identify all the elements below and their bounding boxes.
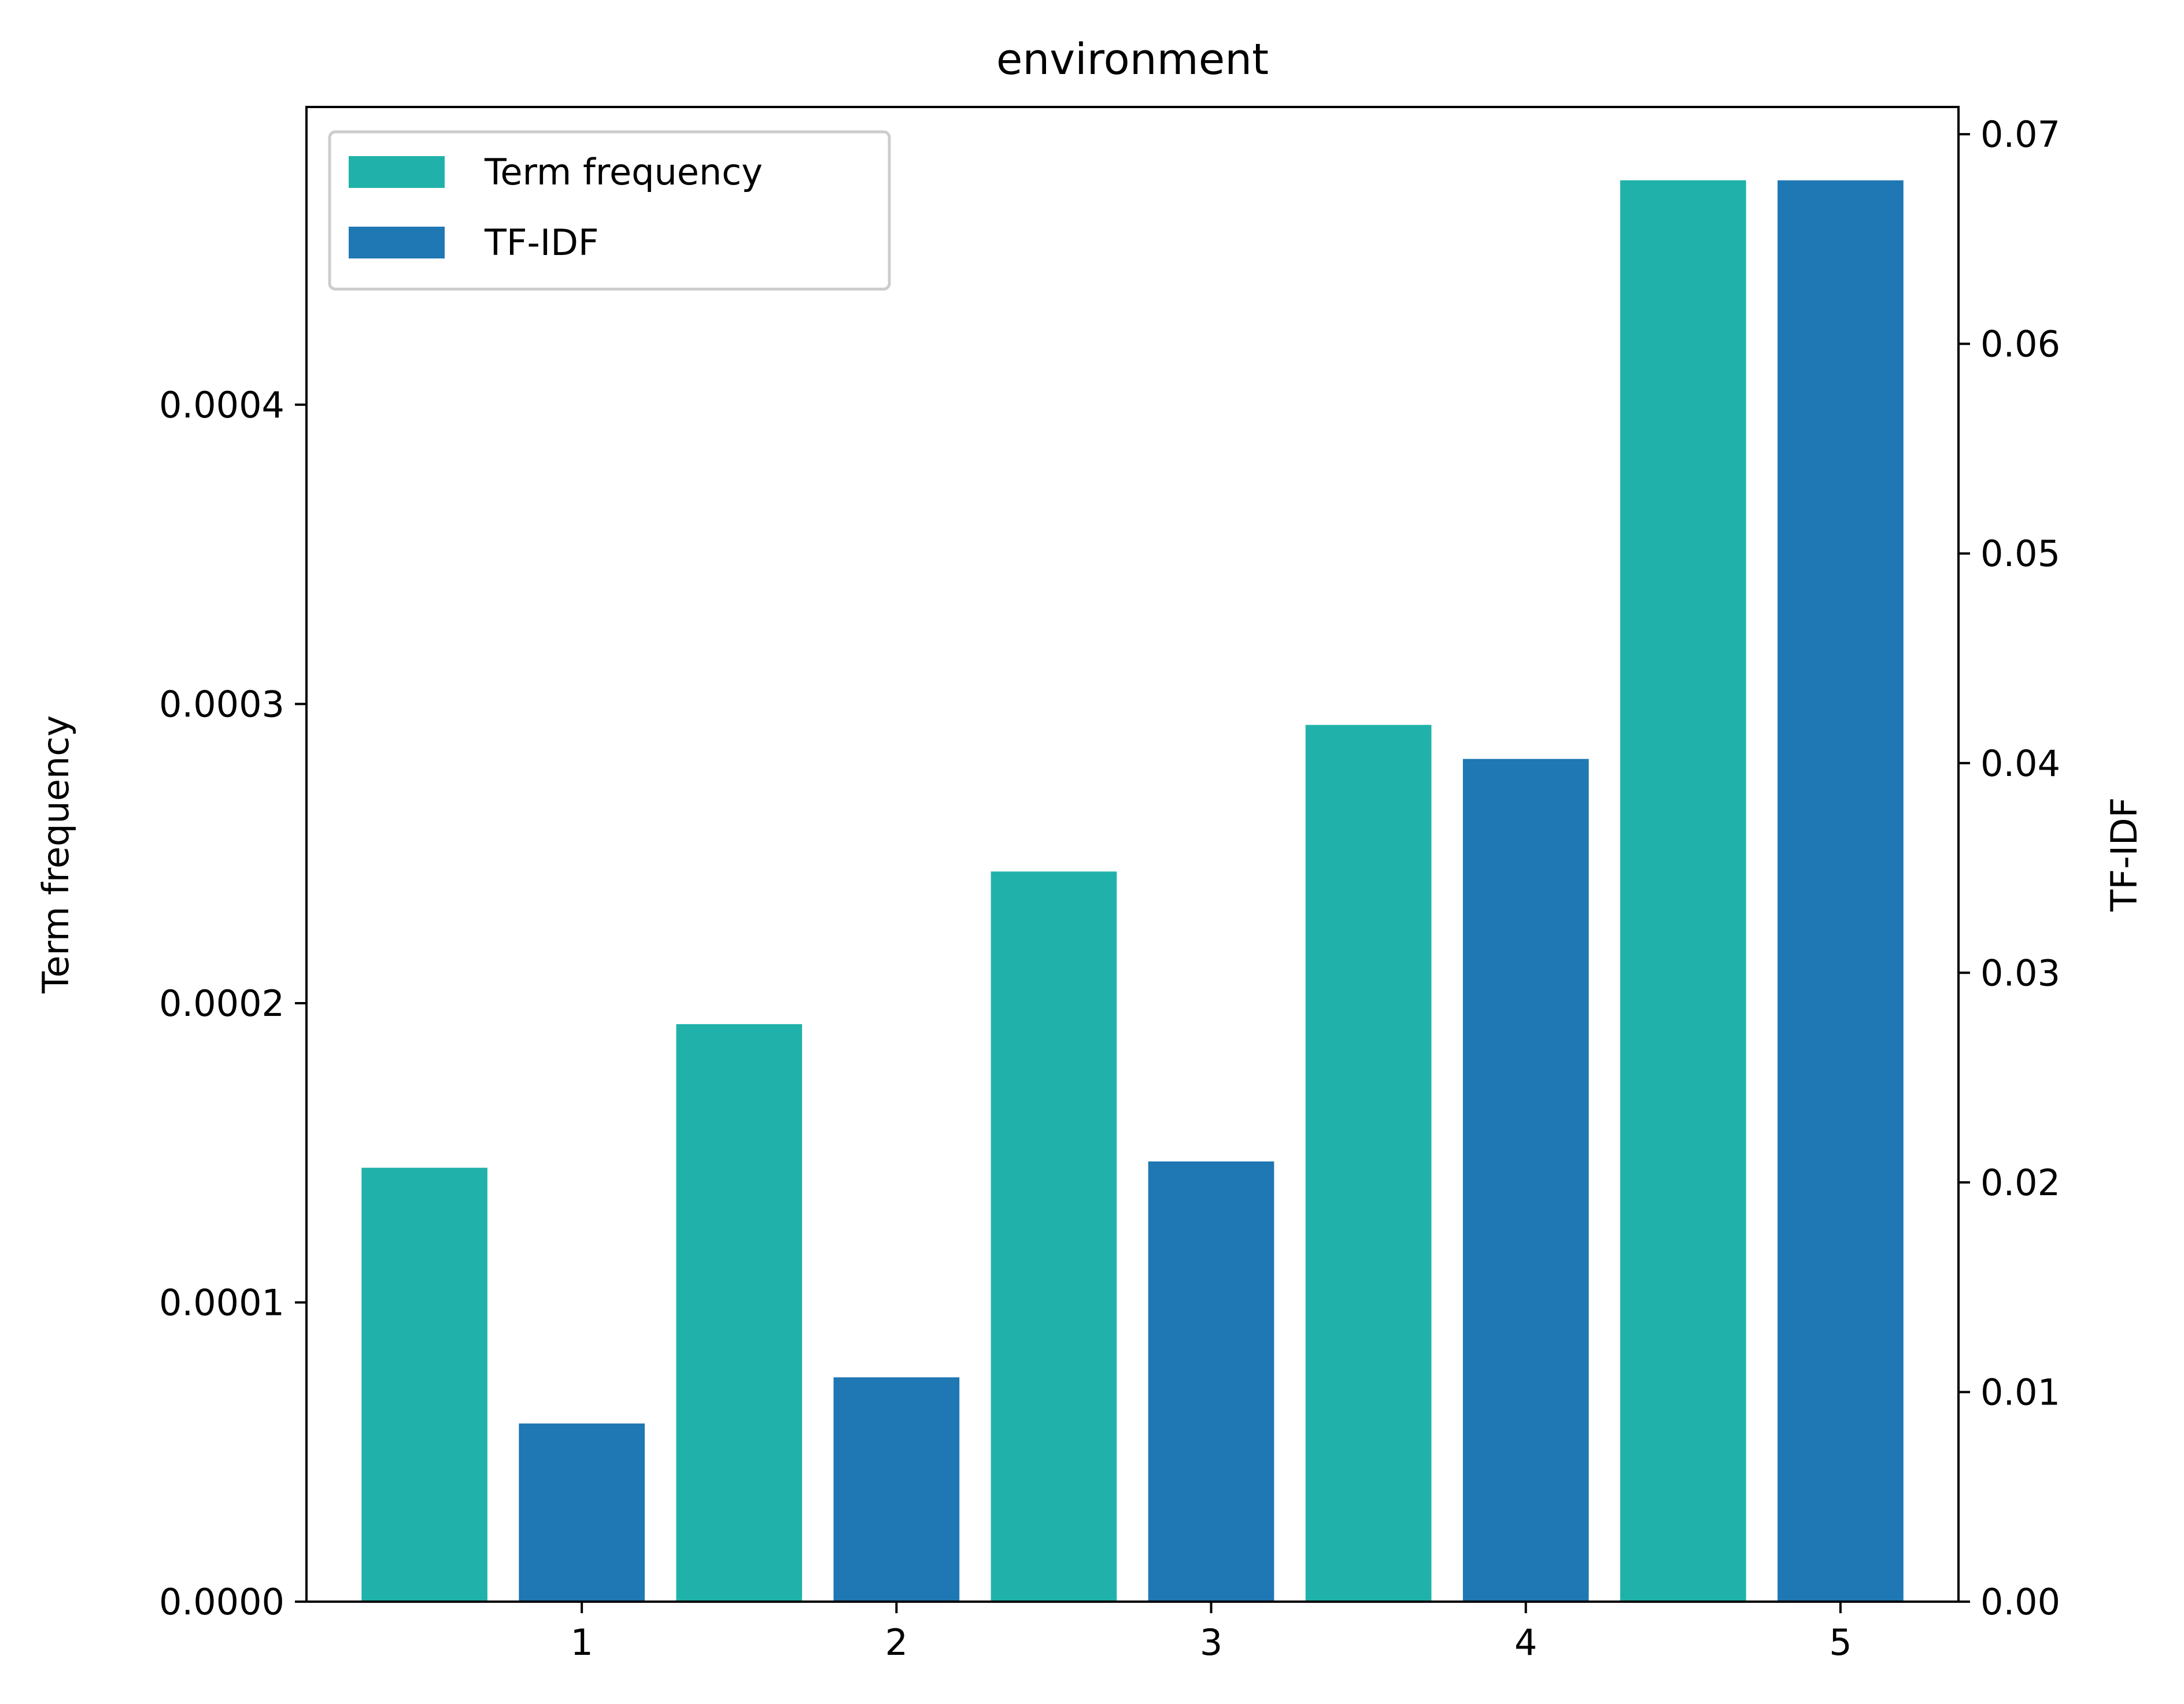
left-y-tick-label: 0.0001 [159,1281,284,1324]
plot-frame [305,106,1960,1603]
right-y-tick-label: 0.04 [1980,742,2060,785]
right-y-tick-label: 0.05 [1980,533,2060,575]
bar-term-frequency-2 [676,1024,803,1602]
x-tick-label-3: 3 [1200,1621,1222,1664]
legend-swatch-term-frequency [349,156,445,188]
right-y-tick-label: 0.01 [1980,1371,2060,1413]
bar-tf-idf-2 [833,1377,960,1602]
right-y-tick-label: 0.00 [1980,1581,2060,1623]
right-axis-label: TF-IDF [2103,797,2145,912]
bar-term-frequency-3 [991,871,1117,1602]
right-y-tick-label: 0.06 [1980,323,2060,365]
legend-label-term-frequency: Term frequency [484,151,763,193]
right-y-tick-label: 0.07 [1980,113,2060,156]
legend-swatch-tf-idf [349,227,445,258]
bar-tf-idf-3 [1148,1161,1274,1602]
bar-tf-idf-4 [1462,759,1589,1602]
x-tick-label-2: 2 [885,1621,908,1664]
left-axis-label: Term frequency [35,715,77,994]
bar-tf-idf-1 [519,1423,645,1602]
bar-tf-idf-5 [1777,180,1904,1602]
left-y-tick-label: 0.0000 [159,1581,284,1623]
right-y-tick-label: 0.02 [1980,1162,2060,1204]
legend-frame [328,130,891,291]
x-tick-label-4: 4 [1514,1621,1537,1664]
x-tick-label-1: 1 [570,1621,593,1664]
chart-title: environment [996,35,1269,84]
axes-layer: 1 2 3 4 5 0.0000 0.0001 0.0002 0.0003 0.0004 0.00 0… [159,106,2060,1664]
x-tick-label-5: 5 [1829,1621,1852,1664]
bar-term-frequency-4 [1305,725,1432,1602]
legend: Term frequency TF-IDF [328,130,891,291]
bar-term-frequency-5 [1620,180,1746,1602]
left-y-tick-label: 0.0004 [159,384,284,426]
left-y-tick-label: 0.0002 [159,982,284,1025]
bars-layer [361,180,1904,1602]
bar-term-frequency-1 [361,1167,487,1602]
right-y-tick-label: 0.03 [1980,952,2060,994]
legend-label-tf-idf: TF-IDF [484,221,599,264]
left-y-tick-label: 0.0003 [159,683,284,725]
